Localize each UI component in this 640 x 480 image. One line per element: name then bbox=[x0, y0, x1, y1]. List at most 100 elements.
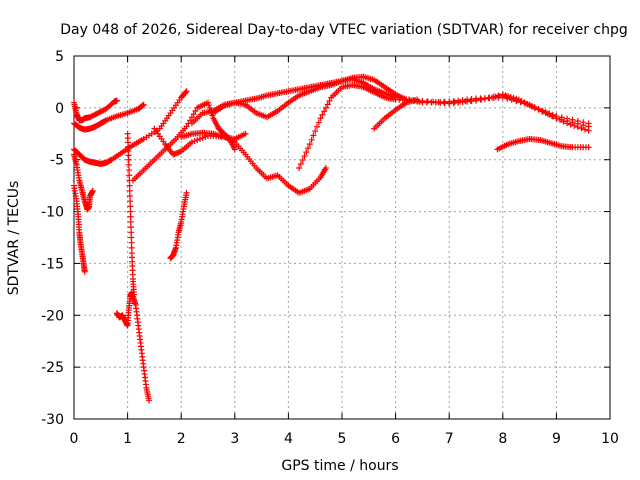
data-point bbox=[553, 115, 560, 122]
series-arc-a bbox=[71, 97, 120, 124]
data-point bbox=[542, 110, 549, 117]
data-point bbox=[183, 123, 190, 130]
data-point bbox=[127, 213, 134, 220]
data-point bbox=[535, 106, 542, 113]
y-tick-label: 5 bbox=[55, 49, 64, 65]
data-point bbox=[128, 244, 135, 251]
series-arc-m bbox=[71, 182, 88, 275]
series-arc-h bbox=[210, 75, 592, 127]
data-point bbox=[419, 97, 426, 104]
data-point bbox=[128, 229, 135, 236]
y-tick-label: -25 bbox=[41, 360, 64, 376]
y-axis: -30 -25 -20 -15 -10 -5 0 5 bbox=[41, 49, 610, 428]
data-point bbox=[313, 123, 320, 130]
data-point bbox=[139, 102, 146, 109]
data-point bbox=[113, 97, 120, 104]
series-arc-b bbox=[71, 101, 147, 133]
data-point bbox=[299, 157, 306, 164]
data-point bbox=[125, 161, 132, 168]
grid-lines bbox=[74, 56, 610, 419]
data-point bbox=[321, 108, 328, 115]
x-axis-label: GPS time / hours bbox=[281, 458, 398, 474]
data-point bbox=[312, 128, 319, 135]
data-point bbox=[473, 97, 479, 104]
data-point bbox=[481, 95, 488, 102]
data-point bbox=[199, 134, 206, 141]
data-point bbox=[99, 107, 106, 114]
data-point bbox=[126, 172, 133, 179]
data-point bbox=[560, 118, 567, 125]
data-point bbox=[182, 89, 189, 96]
data-point bbox=[296, 165, 303, 172]
series-arc-j bbox=[371, 96, 421, 132]
data-point bbox=[556, 116, 563, 123]
data-point bbox=[93, 110, 100, 117]
data-point bbox=[127, 218, 134, 225]
data-point bbox=[88, 113, 95, 120]
data-point bbox=[467, 97, 474, 104]
data-point bbox=[531, 104, 538, 111]
data-point bbox=[303, 149, 310, 156]
data-point bbox=[574, 124, 581, 131]
data-point bbox=[446, 99, 453, 106]
x-tick-label: 2 bbox=[177, 431, 186, 447]
data-point bbox=[308, 136, 315, 143]
data-point bbox=[585, 120, 592, 127]
data-point bbox=[435, 98, 442, 105]
data-point bbox=[414, 96, 421, 103]
data-point bbox=[140, 101, 147, 108]
x-tick-label: 3 bbox=[230, 431, 239, 447]
data-point bbox=[317, 115, 324, 122]
data-point bbox=[567, 121, 574, 128]
data-point bbox=[528, 103, 535, 110]
data-point bbox=[187, 117, 194, 124]
data-point bbox=[127, 198, 134, 205]
data-point bbox=[100, 107, 107, 114]
data-point bbox=[96, 109, 103, 116]
data-point bbox=[310, 132, 317, 139]
x-tick-label: 9 bbox=[552, 431, 561, 447]
data-point bbox=[503, 93, 510, 100]
data-point bbox=[126, 193, 133, 200]
series-arc-k bbox=[494, 135, 592, 153]
data-point bbox=[574, 117, 581, 124]
series-arc-g bbox=[188, 73, 592, 130]
data-point bbox=[128, 239, 135, 246]
data-point bbox=[324, 101, 331, 108]
series-arc-d bbox=[129, 99, 238, 184]
x-axis: 0 1 2 3 4 5 6 7 8 9 10 bbox=[70, 56, 619, 447]
data-point bbox=[126, 177, 133, 184]
data-point bbox=[517, 98, 524, 105]
data-point bbox=[549, 113, 556, 120]
data-point bbox=[539, 108, 546, 115]
data-point bbox=[496, 93, 503, 100]
data-point bbox=[478, 96, 485, 103]
data-point bbox=[301, 153, 308, 160]
data-point bbox=[306, 141, 313, 148]
data-markers bbox=[71, 73, 592, 404]
x-tick-label: 6 bbox=[391, 431, 400, 447]
data-point bbox=[183, 189, 190, 196]
data-point bbox=[183, 88, 190, 95]
data-point bbox=[585, 127, 592, 134]
y-tick-label: -5 bbox=[50, 153, 64, 169]
data-point bbox=[92, 111, 99, 118]
data-point bbox=[546, 111, 553, 118]
data-point bbox=[499, 92, 506, 99]
data-point bbox=[571, 122, 578, 129]
data-point bbox=[581, 126, 588, 133]
series-arc-q bbox=[167, 189, 190, 262]
data-point bbox=[485, 95, 492, 102]
x-tick-label: 10 bbox=[601, 431, 619, 447]
data-point bbox=[580, 119, 587, 126]
data-point bbox=[322, 165, 329, 172]
data-point bbox=[514, 97, 521, 104]
series-arc-i bbox=[296, 82, 592, 172]
data-point bbox=[424, 98, 431, 105]
data-point bbox=[430, 98, 437, 105]
data-point bbox=[456, 98, 463, 105]
x-tick-label: 5 bbox=[338, 431, 347, 447]
data-point bbox=[524, 101, 531, 108]
data-point bbox=[521, 99, 528, 106]
